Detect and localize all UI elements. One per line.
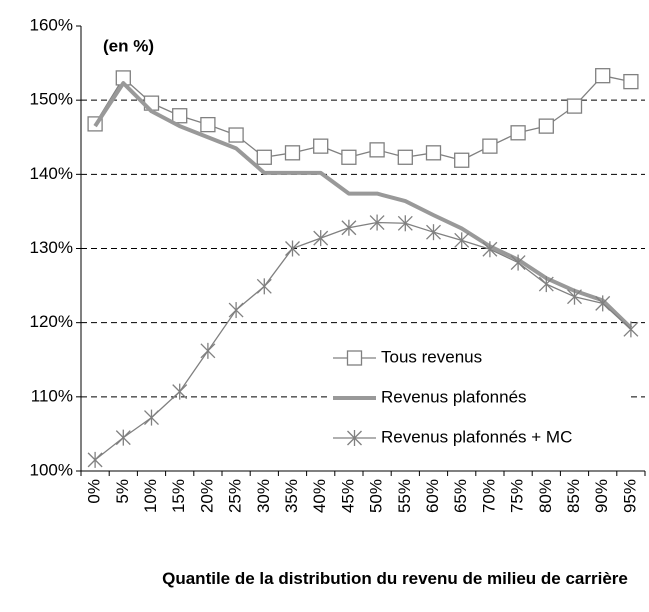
marker xyxy=(256,149,272,165)
x-tick-label: 40% xyxy=(310,479,329,513)
x-tick-label: 60% xyxy=(423,479,442,513)
series-line xyxy=(93,81,633,330)
marker xyxy=(228,127,244,143)
marker xyxy=(482,138,498,154)
x-tick-label: 85% xyxy=(564,479,583,513)
x-tick-label: 25% xyxy=(226,479,245,513)
marker xyxy=(623,73,639,90)
marker xyxy=(144,409,159,426)
marker xyxy=(228,302,244,319)
marker xyxy=(200,116,216,133)
y-tick-label: 130% xyxy=(30,238,73,257)
marker xyxy=(510,125,526,141)
y-tick-label: 160% xyxy=(30,15,73,34)
marker xyxy=(425,145,442,161)
marker xyxy=(341,149,357,165)
marker xyxy=(454,152,470,168)
marker xyxy=(538,276,554,293)
y-tick-label: 120% xyxy=(30,312,73,331)
marker xyxy=(115,429,131,446)
x-tick-label: 5% xyxy=(113,479,132,504)
x-tick-label: 70% xyxy=(479,479,498,513)
marker xyxy=(200,342,216,359)
x-tick-label: 65% xyxy=(451,479,470,513)
marker xyxy=(285,240,300,257)
marker xyxy=(510,254,526,271)
marker xyxy=(595,295,611,312)
x-tick-label: 95% xyxy=(620,479,639,513)
x-tick-label: 50% xyxy=(367,479,386,513)
x-tick-label: 35% xyxy=(282,479,301,513)
legend-label: Revenus plafonnés xyxy=(381,387,527,406)
marker xyxy=(482,241,498,258)
marker xyxy=(369,214,385,231)
marker xyxy=(172,108,188,124)
x-tick-label: 15% xyxy=(169,479,188,513)
legend-label: Tous revenus xyxy=(381,347,482,366)
marker xyxy=(284,145,301,161)
marker xyxy=(397,149,413,165)
x-tick-label: 30% xyxy=(254,479,273,513)
marker xyxy=(369,142,385,158)
marker xyxy=(566,98,583,114)
marker xyxy=(623,321,639,338)
marker xyxy=(454,232,470,249)
y-tick-label: 110% xyxy=(31,386,73,405)
x-tick-label: 80% xyxy=(536,479,555,513)
marker xyxy=(595,68,611,84)
legend-box xyxy=(327,338,627,452)
marker xyxy=(347,430,362,446)
y-tick-label: 140% xyxy=(30,164,73,183)
series-line xyxy=(94,221,632,461)
x-axis-title: Quantile de la distribution du revenu de… xyxy=(162,569,628,588)
marker xyxy=(313,230,329,247)
marker xyxy=(426,224,441,241)
y-tick-label: 100% xyxy=(30,460,73,479)
marker xyxy=(87,451,103,468)
marker xyxy=(341,219,357,236)
marker xyxy=(256,278,272,295)
legend-label: Revenus plafonnés + MC xyxy=(381,427,572,446)
marker xyxy=(397,215,413,232)
annotation: (en %) xyxy=(103,36,154,55)
x-tick-label: 0% xyxy=(85,479,104,504)
x-tick-label: 45% xyxy=(338,479,357,513)
x-tick-label: 55% xyxy=(395,479,414,513)
x-tick-label: 20% xyxy=(197,479,216,513)
y-tick-label: 150% xyxy=(30,90,73,109)
marker xyxy=(538,118,554,134)
x-tick-label: 75% xyxy=(508,479,527,513)
x-tick-label: 10% xyxy=(141,479,160,513)
marker xyxy=(313,138,329,154)
marker xyxy=(172,383,188,400)
marker xyxy=(346,350,363,366)
marker xyxy=(567,288,582,305)
x-tick-label: 90% xyxy=(592,479,611,513)
